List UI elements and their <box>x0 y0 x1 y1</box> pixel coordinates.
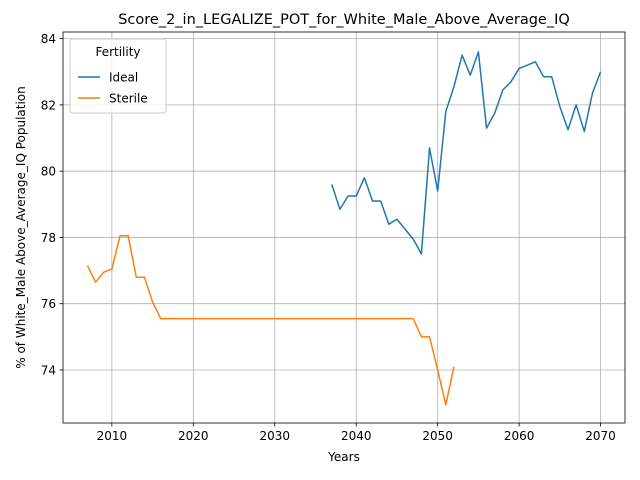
y-tick-label: 78 <box>41 231 56 245</box>
x-tick-label: 2010 <box>97 429 128 443</box>
x-axis-label: Years <box>327 450 360 464</box>
axis-ticks: 2010 2020 2030 2040 2050 2060 2070 74 76 78 80 82 84 <box>41 32 616 443</box>
series-line-sterile <box>86 235 455 406</box>
legend-box <box>69 38 167 114</box>
y-tick-label: 82 <box>41 98 56 112</box>
x-tick-label: 2020 <box>178 429 209 443</box>
x-tick-label: 2030 <box>259 429 290 443</box>
x-tick-label: 2070 <box>585 429 616 443</box>
grid-lines <box>63 32 625 423</box>
y-axis-label: % of White_Male Above_Average_IQ Populat… <box>14 86 28 369</box>
legend-label-ideal: Ideal <box>109 71 138 85</box>
y-tick-label: 80 <box>41 165 56 179</box>
chart-title: Score_2_in_LEGALIZE_POT_for_White_Male_A… <box>118 12 570 28</box>
plot-frame <box>62 31 626 424</box>
legend-items: Ideal Sterile <box>78 71 148 106</box>
x-tick-label: 2040 <box>341 429 372 443</box>
legend: Fertility Ideal Sterile <box>69 38 167 114</box>
legend-title: Fertility <box>95 45 140 59</box>
x-tick-label: 2060 <box>504 429 535 443</box>
y-tick-label: 84 <box>41 32 56 46</box>
series-lines <box>86 51 602 406</box>
y-tick-label: 76 <box>41 297 56 311</box>
y-tick-label: 74 <box>41 363 56 377</box>
series-line-ideal <box>331 51 602 255</box>
x-tick-label: 2050 <box>422 429 453 443</box>
legend-label-sterile: Sterile <box>109 92 148 106</box>
